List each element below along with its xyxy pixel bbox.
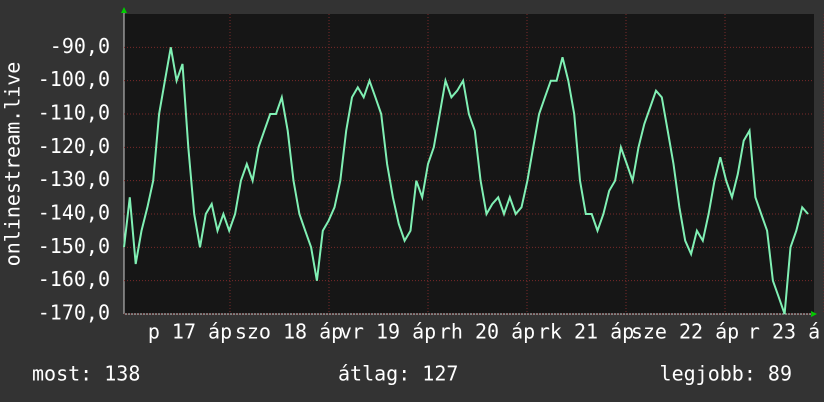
x-tick-label: rk 21 áp (538, 320, 634, 344)
x-tick-label: sze 22 áp (631, 320, 739, 344)
x-tick-label: rh 20 áp (439, 320, 535, 344)
y-tick-label: -140,0 (38, 201, 110, 225)
y-tick-label: -130,0 (38, 167, 110, 191)
x-tick-label: szo 18 áp (235, 320, 343, 344)
y-tick-label: -100,0 (38, 67, 110, 91)
footer-current: most: 138 (32, 362, 140, 386)
y-tick-label: -150,0 (38, 234, 110, 258)
footer-average: átlag: 127 (338, 362, 458, 386)
y-tick-label: -120,0 (38, 134, 110, 158)
y-arrow (121, 7, 127, 13)
x-tick-label: p 17 áp (148, 320, 232, 344)
y-axis-label: onlinestream.live (1, 62, 25, 267)
data-line (123, 47, 809, 315)
y-tick-label: -170,0 (38, 301, 110, 325)
y-tick-label: -160,0 (38, 267, 110, 291)
x-tick-label: vr 19 áp (340, 320, 436, 344)
footer-best: legjobb: 89 (660, 362, 792, 386)
y-tick-label: -90,0 (50, 34, 110, 58)
y-tick-label: -110,0 (38, 101, 110, 125)
x-tick-label: r 23 á (748, 320, 820, 344)
x-arrow (811, 311, 817, 317)
plot-area (124, 14, 814, 314)
